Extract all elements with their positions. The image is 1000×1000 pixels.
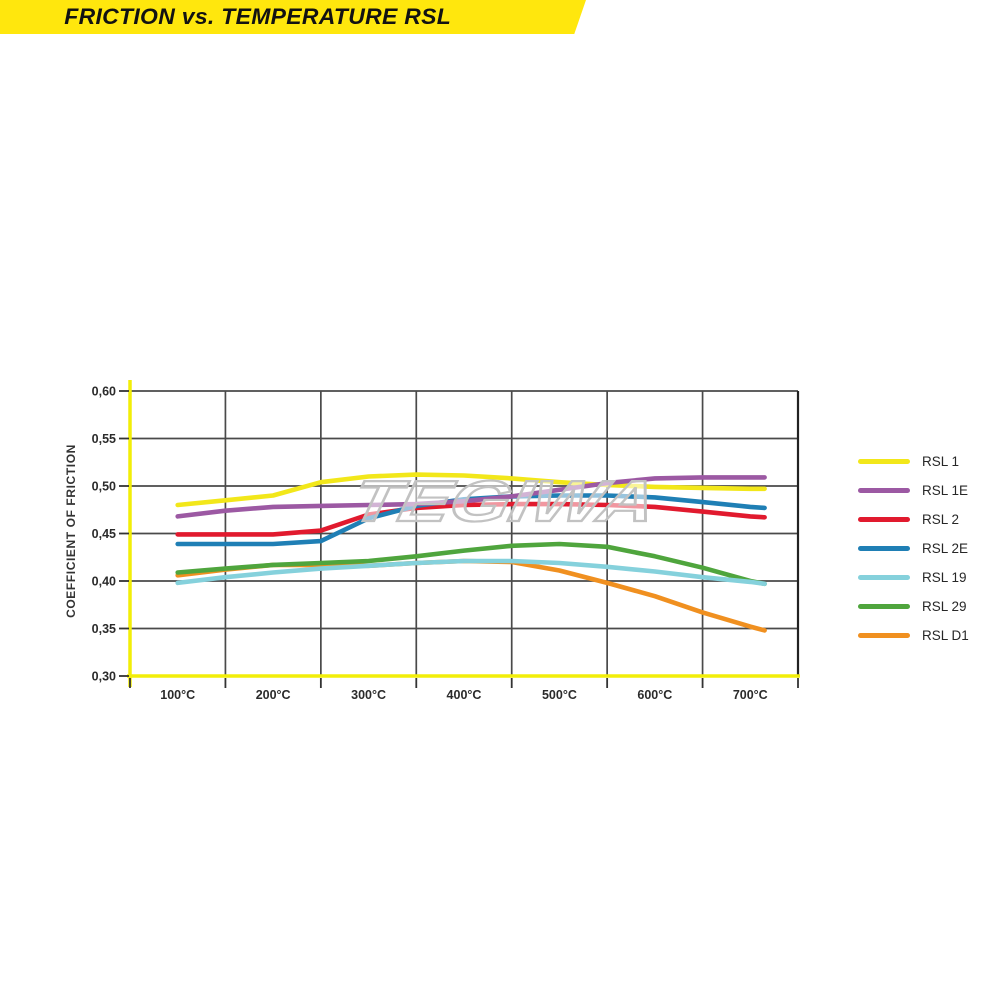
series-line-RSL-19 bbox=[175, 558, 767, 587]
x-tick-label: 200°C bbox=[256, 688, 291, 702]
legend-label: RSL 2 bbox=[922, 512, 960, 527]
legend-item-RSL-1E: RSL 1E bbox=[858, 476, 969, 505]
series-line-RSL-1E bbox=[175, 475, 767, 519]
legend-swatch bbox=[858, 517, 910, 522]
x-tick-label: 600°C bbox=[637, 688, 672, 702]
legend-item-RSL-19: RSL 19 bbox=[858, 563, 969, 592]
y-tick-label: 0,35 bbox=[92, 622, 116, 636]
x-tick-label: 700°C bbox=[733, 688, 768, 702]
y-tick-label: 0,30 bbox=[92, 670, 116, 684]
legend-swatch bbox=[858, 546, 910, 551]
series-line-RSL-1 bbox=[175, 472, 767, 508]
legend-item-RSL-1: RSL 1 bbox=[858, 447, 969, 476]
legend-item-RSL-2: RSL 2 bbox=[858, 505, 969, 534]
legend-item-RSL-29: RSL 29 bbox=[858, 592, 969, 621]
chart-ticks bbox=[119, 390, 799, 688]
legend-swatch bbox=[858, 604, 910, 609]
series-line-RSL-2 bbox=[175, 501, 767, 537]
chart-title-banner: FRICTION vs. TEMPERATURE RSL bbox=[0, 0, 586, 34]
y-tick-label: 0,40 bbox=[92, 575, 116, 589]
x-tick-label: 300°C bbox=[351, 688, 386, 702]
y-tick-label: 0,55 bbox=[92, 432, 116, 446]
legend-label: RSL D1 bbox=[922, 628, 969, 643]
x-tick-label: 500°C bbox=[542, 688, 577, 702]
series-line-RSL-29 bbox=[175, 541, 767, 587]
legend-item-RSL-D1: RSL D1 bbox=[858, 621, 969, 650]
x-tick-label: 100°C bbox=[160, 688, 195, 702]
legend-swatch bbox=[858, 488, 910, 493]
chart-tick-labels: 0,60 0,55 0,50 0,45 0,40 0,35 0,30 100°C 200°C 30… bbox=[92, 385, 768, 703]
chart-legend: RSL 1 RSL 1E RSL 2 RSL 2E RSL 19 RSL 29 RSL D1 bbox=[858, 447, 969, 650]
y-tick-label: 0,50 bbox=[92, 480, 116, 494]
legend-label: RSL 2E bbox=[922, 541, 969, 556]
legend-label: RSL 29 bbox=[922, 599, 967, 614]
chart-axes bbox=[127, 380, 800, 687]
legend-label: RSL 1 bbox=[922, 454, 960, 469]
legend-swatch bbox=[858, 633, 910, 638]
watermark-text: TEGIWA bbox=[346, 470, 662, 534]
legend-item-RSL-2E: RSL 2E bbox=[858, 534, 969, 563]
legend-label: RSL 19 bbox=[922, 570, 967, 585]
y-tick-label: 0,45 bbox=[92, 527, 116, 541]
x-tick-label: 400°C bbox=[447, 688, 482, 702]
legend-swatch bbox=[858, 575, 910, 580]
chart-series-lines bbox=[175, 472, 767, 633]
legend-label: RSL 1E bbox=[922, 483, 969, 498]
y-tick-label: 0,60 bbox=[92, 385, 116, 399]
legend-swatch bbox=[858, 459, 910, 464]
chart-title: FRICTION vs. TEMPERATURE RSL bbox=[64, 4, 452, 29]
